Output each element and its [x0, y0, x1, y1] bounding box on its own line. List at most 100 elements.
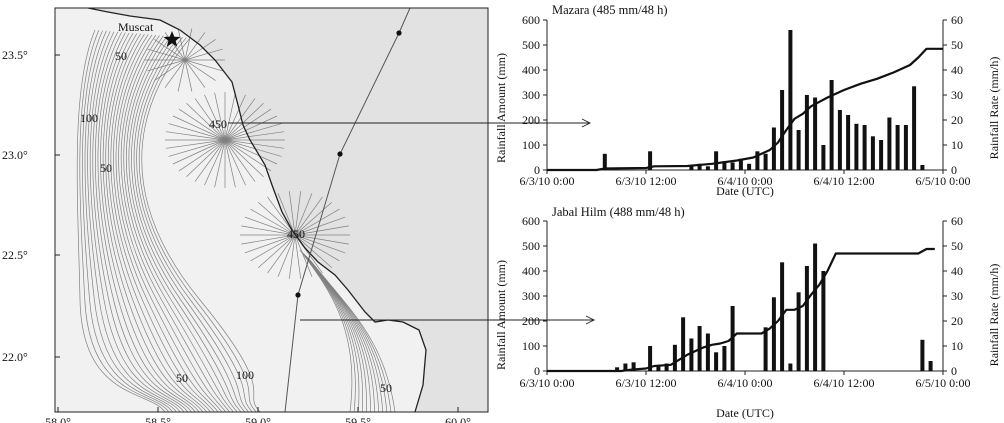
mazara-chart: Mazara (485 mm/48 h) Rainfall Amount (mm… [494, 3, 1001, 198]
contour-label: 50 [380, 381, 392, 395]
y-right-tick-label: 30 [951, 289, 963, 303]
contour-line [172, 115, 226, 141]
contour-label: 50 [100, 161, 112, 175]
rate-bar [730, 162, 735, 170]
contour-line [224, 139, 236, 188]
contour-line [184, 59, 206, 88]
rate-bar [920, 339, 925, 372]
contour-line [100, 32, 200, 413]
contour-line [141, 37, 261, 413]
rate-bar [672, 344, 677, 372]
rate-bar [870, 136, 875, 171]
rate-bar [887, 117, 892, 170]
contour-line [172, 139, 226, 165]
contour-line [294, 208, 340, 236]
contour-line [224, 139, 256, 182]
x-tick-label: 6/3/10 12:00 [615, 376, 676, 390]
x-tick-label: 6/5/10 0:00 [915, 174, 970, 188]
contour-line [95, 32, 192, 413]
rate-bar [903, 125, 908, 170]
y-tick-label: 100 [522, 339, 540, 353]
map-frame [54, 7, 489, 413]
rate-bar [846, 115, 851, 170]
lat-tick-label: 23.0° [2, 148, 28, 162]
rainfall-contour-map: Muscat 50 100 50 450 450 50 100 50 23.5°… [2, 7, 489, 423]
contour-line [294, 234, 346, 254]
contour-line [224, 98, 256, 141]
contour-line [184, 28, 193, 61]
contour-line [168, 139, 226, 157]
lon-tick-label: 59.0° [245, 415, 271, 423]
contour-line [184, 59, 193, 92]
contour-line [194, 98, 226, 141]
y-right-tick-label: 10 [951, 138, 963, 152]
y-right-tick-label: 30 [951, 88, 963, 102]
contour-line [224, 139, 264, 178]
rate-bar [689, 166, 694, 171]
y-tick-label: 500 [522, 38, 540, 52]
y-right-tick-label: 20 [951, 113, 963, 127]
contour-line [257, 234, 296, 268]
rate-bar [648, 151, 653, 171]
chart-title: Mazara (485 mm/48 h) [552, 3, 668, 17]
contour-line [178, 108, 226, 141]
contour-line [294, 234, 313, 277]
contour-line [165, 139, 226, 149]
contour-label: 450 [209, 117, 227, 131]
contour-line [107, 33, 211, 413]
rate-bar [912, 86, 917, 171]
contour-line [244, 234, 296, 254]
rate-bar [689, 338, 694, 371]
rate-bar [623, 363, 628, 371]
x-tick-label: 6/4/10 0:00 [717, 376, 772, 390]
longitude-axis [57, 407, 459, 412]
contour-line [294, 234, 302, 279]
contour-line [154, 39, 186, 61]
contour-line [138, 37, 257, 413]
contour-line [177, 59, 186, 92]
contour-line [92, 31, 189, 413]
contour-line [224, 115, 278, 141]
lon-tick-label: 58.5° [145, 415, 171, 423]
x-tick-label: 6/4/10 0:00 [717, 174, 772, 188]
y-tick-label: 400 [522, 264, 540, 278]
rate-bar [788, 30, 793, 170]
coastline [87, 7, 427, 413]
y-tick-label: 0 [534, 163, 540, 177]
contour-line [186, 102, 226, 141]
track-point [337, 151, 343, 157]
rate-bar [705, 333, 710, 371]
y-tick-label: 200 [522, 314, 540, 328]
rate-bar [714, 151, 719, 171]
contour-line [250, 208, 296, 236]
contour-line [131, 36, 246, 413]
city-label: Muscat [118, 20, 154, 34]
rate-bar [780, 90, 785, 170]
x-axis-label: Date (UTC) [716, 406, 774, 420]
rate-bar [615, 367, 620, 372]
contour-line [184, 32, 206, 61]
contour-line [294, 234, 349, 245]
contour-line [184, 39, 216, 61]
contour-line [224, 139, 282, 157]
contour-line [184, 48, 223, 61]
y-right-tick-label: 10 [951, 339, 963, 353]
contour-line [294, 202, 333, 236]
lon-tick-label: 59.5° [345, 415, 371, 423]
contour-line [133, 36, 249, 413]
rate-bar [804, 95, 809, 170]
contour-line [224, 108, 272, 141]
rate-bar [829, 80, 834, 170]
cumulative-rainfall-line [547, 47, 943, 172]
rate-bar [837, 110, 842, 170]
rate-bar [763, 153, 768, 171]
contour-line [267, 196, 296, 236]
contour-label: 100 [236, 368, 254, 382]
contour-line [250, 234, 296, 262]
rate-bar [771, 297, 776, 372]
contour-line [214, 92, 226, 141]
y-right-tick-label: 60 [951, 214, 963, 228]
y-tick-label: 300 [522, 289, 540, 303]
rate-bar [602, 153, 607, 171]
